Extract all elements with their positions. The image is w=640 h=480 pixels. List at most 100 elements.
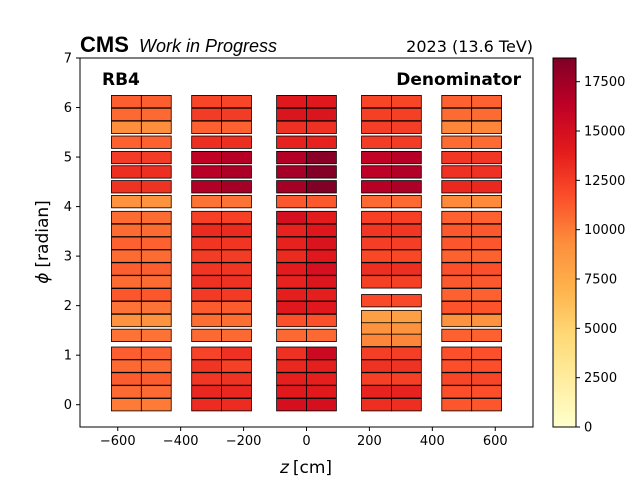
cell-w4-r8-right — [471, 288, 502, 302]
cell-w4-r13-left — [441, 223, 473, 237]
colorbar-tick-label: 10000 — [584, 223, 625, 238]
cell-w0-r3-right — [140, 359, 172, 373]
cell-w3-r6-left — [361, 321, 392, 335]
cell-w0-r16-left — [111, 180, 142, 194]
cell-w3-r21-left — [361, 107, 392, 122]
y-tick-label: 0 — [64, 398, 72, 413]
cell-w2-r3-left — [276, 359, 307, 373]
cell-w4-r17-left — [441, 165, 473, 179]
cell-w0-r5-left — [111, 328, 142, 342]
cell-w3-r22-right — [391, 94, 422, 109]
cell-w2-r1-right — [306, 385, 337, 399]
cell-w1-r16-left — [191, 180, 222, 194]
y-tick-label: 5 — [64, 151, 72, 166]
cell-w3-r13-right — [391, 223, 422, 237]
cell-w4-r2-left — [441, 372, 473, 386]
cell-w1-r10-right — [221, 262, 252, 276]
cell-w1-r19-right — [221, 135, 252, 149]
cell-w1-r19-left — [191, 135, 222, 149]
cell-w2-r21-right — [306, 107, 337, 122]
experiment-label: CMS — [80, 32, 129, 57]
cell-w3-r0-left — [361, 398, 392, 412]
cell-w0-r10-right — [140, 262, 172, 276]
colorbar-tick-label: 5000 — [584, 322, 617, 337]
cell-w3-r19-left — [361, 135, 392, 149]
cell-w1-r17-right — [221, 165, 252, 179]
cell-w0-r19-right — [140, 135, 172, 149]
cell-w0-r16-right — [140, 180, 172, 194]
cell-w0-r18-right — [140, 150, 172, 165]
cell-w3-r4-left — [361, 346, 392, 360]
cell-w1-r1-right — [221, 385, 252, 399]
cell-w1-r4-right — [221, 346, 252, 360]
cell-w1-r14-right — [221, 210, 252, 225]
cell-w4-r18-right — [471, 150, 502, 165]
cell-w1-r22-right — [221, 94, 252, 109]
cell-w1-r2-left — [191, 372, 222, 386]
cell-w2-r7-left — [276, 301, 307, 315]
cell-w2-r17-left — [276, 165, 307, 179]
colorbar-tick-label: 2500 — [584, 371, 617, 386]
y-tick-label: 3 — [64, 250, 72, 265]
cell-w0-r0-right — [140, 398, 172, 412]
colorbar-tick-label: 7500 — [584, 273, 617, 288]
cell-w0-r17-left — [111, 165, 142, 179]
cell-w4-r5-left — [441, 328, 473, 342]
cell-w3-r11-right — [391, 249, 422, 263]
cell-w1-r20-left — [191, 120, 222, 134]
y-tick-label: 7 — [64, 52, 72, 67]
cell-w4-r12-right — [471, 236, 502, 250]
x-axis-label: z [cm] — [279, 458, 332, 478]
cell-w4-r7-left — [441, 301, 473, 315]
cell-w4-r15-left — [441, 195, 473, 209]
cell-w1-r1-left — [191, 385, 222, 399]
cell-w4-r0-left — [441, 398, 473, 412]
cell-w1-r22-left — [191, 94, 222, 109]
cell-w1-r8-left — [191, 288, 222, 302]
cell-w2-r9-right — [306, 275, 337, 289]
cell-w3-r2-right — [391, 372, 422, 386]
x-tick-label: 200 — [357, 434, 382, 449]
cell-w4-r12-left — [441, 236, 473, 250]
cell-w2-r7-right — [306, 301, 337, 315]
cell-w1-r3-right — [221, 359, 252, 373]
cell-w4-r17-right — [471, 165, 502, 179]
cell-w2-r20-left — [276, 120, 307, 134]
cell-w2-r13-right — [306, 223, 337, 237]
cell-w3-r19-right — [391, 135, 422, 149]
cell-w2-r11-left — [276, 249, 307, 263]
cell-w4-r14-right — [471, 210, 502, 225]
cell-w3-r16-right — [391, 180, 422, 194]
cell-w1-r12-left — [191, 236, 222, 250]
cell-w3-r11-left — [361, 249, 392, 263]
cell-w4-r9-left — [441, 275, 473, 289]
cell-w1-r20-right — [221, 120, 252, 134]
cell-w4-r3-right — [471, 359, 502, 373]
cell-w3-r7-right — [391, 309, 422, 324]
x-tick-label: 0 — [302, 434, 310, 449]
cell-w2-r2-left — [276, 372, 307, 386]
cell-w4-r11-left — [441, 249, 473, 263]
cell-w1-r15-left — [191, 195, 222, 209]
cell-w0-r7-left — [111, 301, 142, 315]
cell-w3-r20-right — [391, 120, 422, 134]
cell-w0-r1-left — [111, 385, 142, 399]
cell-w2-r10-right — [306, 262, 337, 276]
y-tick-label: 4 — [64, 200, 72, 215]
cell-w0-r22-left — [111, 94, 142, 109]
cell-w2-r18-left — [276, 150, 307, 165]
cell-w2-r22-right — [306, 94, 337, 109]
cell-w3-r9-left — [361, 275, 392, 289]
cell-w0-r1-right — [140, 385, 172, 399]
cell-w4-r22-left — [441, 94, 473, 109]
cell-w1-r17-left — [191, 165, 222, 179]
cell-w4-r10-right — [471, 262, 502, 276]
x-tick-label: −200 — [226, 434, 262, 449]
cell-w3-r17-left — [361, 165, 392, 179]
cell-w2-r12-left — [276, 236, 307, 250]
cell-w3-r10-right — [391, 262, 422, 276]
cell-w1-r0-left — [191, 398, 222, 412]
cell-w2-r12-right — [306, 236, 337, 250]
station-label: RB4 — [102, 70, 140, 90]
